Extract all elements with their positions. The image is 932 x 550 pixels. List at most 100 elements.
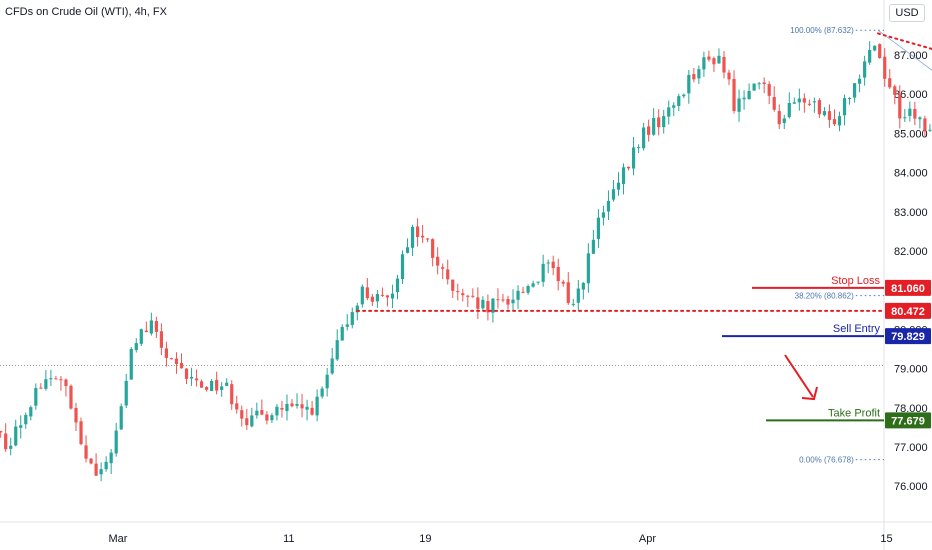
- candle-body-up: [792, 102, 796, 104]
- candle-body-up: [586, 253, 590, 284]
- candle-body-up: [345, 324, 349, 327]
- candle-body-up: [631, 147, 636, 169]
- price-tick-label: 87.000: [894, 50, 928, 62]
- price-tick-label: 82.000: [894, 246, 928, 258]
- candle-body-down: [380, 294, 385, 296]
- candle-body-up: [682, 94, 686, 97]
- candle-body-up: [908, 108, 912, 116]
- candle-body-up: [410, 226, 415, 248]
- candle-body-down: [260, 410, 264, 415]
- candle-body-up: [742, 97, 746, 100]
- candle-body-up: [104, 461, 108, 470]
- candle-body-down: [290, 403, 294, 407]
- candle-body-down: [521, 291, 525, 293]
- price-tick-label: 78.000: [894, 403, 928, 415]
- candle-body-down: [556, 266, 560, 282]
- candle-body-down: [712, 58, 716, 65]
- candle-body-up: [114, 430, 118, 454]
- candle-body-down: [245, 418, 249, 426]
- candle-body-down: [506, 298, 510, 305]
- candle-body-down: [461, 293, 465, 296]
- candle-body-up: [9, 445, 13, 449]
- stop-loss-price-value: 81.060: [891, 283, 925, 295]
- take-profit-price-tag: [885, 412, 931, 429]
- candle-body-down: [280, 407, 284, 410]
- candle-body-down: [807, 103, 811, 105]
- candle-body-down: [169, 358, 174, 360]
- candle-body-down: [878, 44, 882, 58]
- candle-body-up: [842, 98, 847, 116]
- candle-body-down: [230, 384, 234, 405]
- candle-body-up: [255, 410, 259, 416]
- candle-body-up: [270, 415, 274, 421]
- candle-body-up: [24, 414, 28, 425]
- candle-body-down: [767, 84, 771, 96]
- candle-body-up: [747, 90, 751, 100]
- candle-body-up: [330, 358, 334, 374]
- candle-body-down: [59, 379, 63, 381]
- candle-body-down: [441, 267, 445, 269]
- fib-level-label: 38.20% (80.862): [795, 292, 854, 301]
- candle-body-down: [154, 321, 158, 332]
- fib-level-label: 0.00% (76.678): [799, 456, 854, 465]
- candle-body-up: [782, 118, 786, 124]
- candle-body-down: [772, 97, 776, 110]
- candle-body-up: [928, 129, 932, 131]
- candle-body-up: [516, 290, 520, 300]
- candle-body-up: [119, 406, 123, 430]
- trade-lines: [356, 32, 932, 422]
- candle-body-up: [536, 281, 540, 283]
- time-ticks: 19Mar1119Apr1523May1321: [109, 533, 893, 545]
- candle-body-down: [466, 295, 470, 297]
- candle-body-up: [350, 312, 354, 325]
- candle-body-down: [426, 238, 430, 240]
- currency-button[interactable]: USD: [889, 4, 925, 22]
- candle-body-down: [159, 331, 163, 348]
- price-tick-label: 77.000: [894, 442, 928, 454]
- candle-body-up: [109, 452, 113, 464]
- candle-body-down: [476, 297, 480, 309]
- candle-body-up: [822, 111, 827, 116]
- sell-entry-price-value: 79.829: [891, 331, 925, 343]
- candle-body-up: [14, 426, 18, 446]
- candle-body-up: [531, 283, 535, 287]
- resistance-price-tag: [885, 302, 931, 319]
- candle-body-down: [913, 108, 917, 119]
- price-tick-label: 86.000: [894, 89, 928, 101]
- candle-body-down: [205, 387, 209, 390]
- candle-body-down: [692, 74, 696, 80]
- candle-body-up: [124, 380, 128, 406]
- candle-body-up: [210, 380, 214, 391]
- candle-body-up: [868, 50, 872, 63]
- candle-body-down: [471, 295, 475, 297]
- candle-body-up: [787, 102, 791, 118]
- candle-body-down: [496, 299, 500, 301]
- stop-loss-price-tag: [885, 279, 931, 296]
- candle-body-up: [49, 378, 53, 380]
- candle-body-down: [566, 282, 570, 303]
- candle-body-down: [923, 118, 927, 131]
- candle-body-up: [863, 61, 867, 78]
- candle-body-up: [812, 101, 817, 103]
- candle-body-up: [340, 326, 344, 341]
- candle-body-up: [305, 406, 309, 410]
- candle-body-up: [315, 396, 319, 416]
- candle-body-up: [621, 167, 626, 184]
- candle-body-down: [215, 379, 219, 391]
- candle-body-down: [486, 301, 490, 313]
- candle-body-down: [827, 111, 832, 120]
- candle-body-up: [918, 117, 922, 120]
- take-profit-price-value: 77.679: [891, 415, 925, 427]
- candle-body-down: [385, 295, 390, 298]
- candle-body-down: [370, 296, 374, 302]
- candle-body-down: [707, 56, 711, 60]
- candle-body-down: [79, 421, 83, 445]
- arrow-shaft: [784, 354, 814, 398]
- candle-body-up: [250, 415, 254, 427]
- candle-body-up: [677, 96, 681, 107]
- candle-body-up: [99, 469, 103, 475]
- sell-entry-price-tag: [885, 328, 931, 345]
- candle-body-down: [415, 226, 420, 237]
- candle-body-down: [184, 368, 189, 379]
